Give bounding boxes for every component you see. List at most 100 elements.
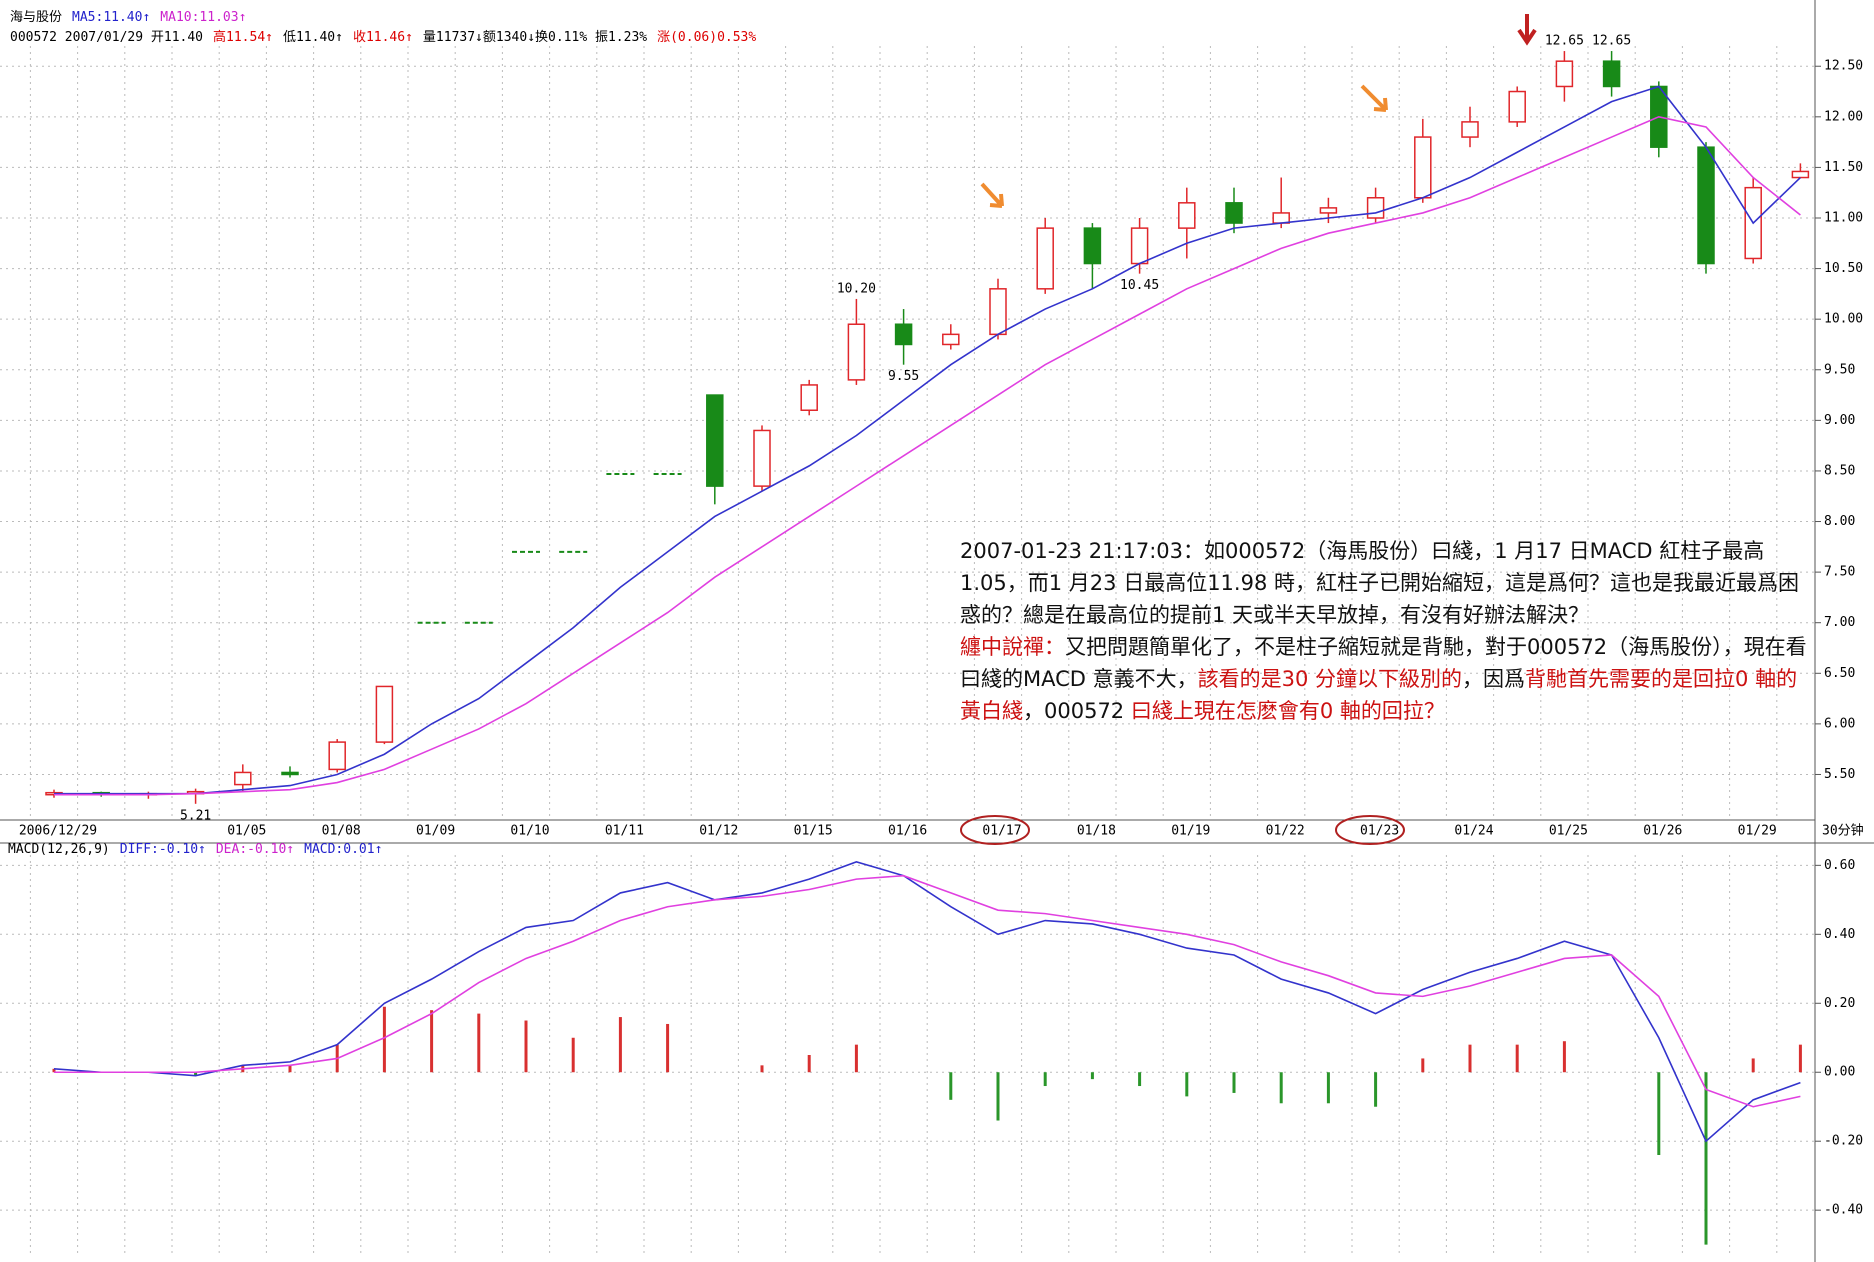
quote-line: 000572 2007/01/29 开11.40 高11.54↑ 低11.40↑ 收1…	[10, 29, 756, 45]
macd-header-part: MACD(12,26,9)	[8, 842, 110, 857]
candle-body	[1083, 227, 1102, 265]
y-tick-label: 0.00	[1824, 1065, 1855, 1080]
candle-body	[281, 771, 299, 776]
candle-body	[753, 429, 771, 487]
x-tick-label: 01/05	[227, 824, 266, 839]
x-tick-label: 01/11	[605, 824, 644, 839]
y-tick-label: 5.50	[1824, 767, 1855, 782]
y-tick-label: 7.00	[1824, 615, 1855, 630]
comment-text: 又把問題簡單化了，不是柱子縮短就是背馳，對于000572（海馬股份），現在看曰綫…	[960, 635, 1807, 691]
comment-text: 纏中說禪：	[960, 635, 1065, 659]
x-tick-label: 01/23	[1360, 824, 1399, 839]
candle-body	[375, 685, 394, 743]
y-tick-label: 11.50	[1824, 160, 1863, 175]
x-tick-label: 01/15	[794, 824, 833, 839]
x-tick-label: 01/16	[888, 824, 927, 839]
x-tick-label: 01/12	[699, 824, 738, 839]
highlight-circle	[1335, 815, 1405, 845]
quote-line-part: 高11.54↑	[213, 29, 273, 45]
x-tick-label: 01/25	[1549, 824, 1588, 839]
quote-line-part: 涨(0.06)0.53%	[657, 30, 756, 45]
candle-body	[1036, 227, 1054, 290]
price-annotation: 10.20	[837, 281, 876, 296]
candle-body	[1555, 60, 1574, 88]
candle-body	[1178, 202, 1196, 229]
candle-body	[942, 333, 960, 346]
comment-text: ，000572	[1023, 699, 1131, 723]
candle-body	[989, 288, 1007, 336]
price-annotation: 10.45	[1120, 278, 1159, 293]
candle-body	[894, 323, 913, 346]
x-tick-label: 01/24	[1454, 824, 1493, 839]
y-tick-label: 12.50	[1824, 59, 1863, 74]
x-tick-label: 01/18	[1077, 824, 1116, 839]
y-tick-label: 9.50	[1824, 362, 1855, 377]
comment-text: 該看的是30 分鐘以下級別的	[1197, 667, 1463, 691]
y-tick-label: 7.50	[1824, 565, 1855, 580]
quote-line-part: 量11737↓额1340↓换0.11% 振1.23%	[423, 30, 647, 45]
x-tick-label: 01/29	[1738, 824, 1777, 839]
arrow	[1360, 84, 1388, 112]
header-line-part: 海与股份	[10, 10, 62, 25]
candle-body	[1225, 202, 1243, 224]
candle-body	[847, 323, 866, 381]
candle-body	[1791, 170, 1810, 179]
price-annotation: 12.65	[1592, 34, 1631, 49]
indicator-line	[54, 85, 1801, 795]
x-tick-label: 01/19	[1171, 824, 1210, 839]
candle-body	[1366, 197, 1385, 219]
x-tick-label: 01/26	[1643, 824, 1682, 839]
y-tick-label: -0.20	[1824, 1134, 1863, 1149]
candle-body	[1272, 212, 1290, 224]
y-tick-label: 8.50	[1824, 463, 1855, 478]
macd-header-part: DIFF:-0.10↑	[120, 842, 206, 857]
price-annotation: 5.21	[180, 808, 211, 823]
arrow	[1517, 14, 1537, 46]
candle-body	[1602, 60, 1621, 88]
x-tick-label: 01/08	[322, 824, 361, 839]
x-tick-label: 01/09	[416, 824, 455, 839]
candle-body	[706, 394, 724, 487]
x-tick-label: 01/10	[510, 824, 549, 839]
macd-header-part: DEA:-0.10↑	[216, 842, 294, 857]
y-tick-label: 9.00	[1824, 413, 1855, 428]
y-tick-label: 6.00	[1824, 716, 1855, 731]
y-tick-label: 0.60	[1824, 858, 1855, 873]
x-tick-label: 01/22	[1266, 824, 1305, 839]
macd-header: MACD(12,26,9) DIFF:-0.10↑ DEA:-0.10↑ MACD:0…	[8, 842, 382, 857]
y-tick-label: -0.40	[1824, 1203, 1863, 1218]
candle-body	[234, 771, 252, 786]
header-line: 海与股份 MA5:11.40↑ MA10:11.03↑	[10, 10, 246, 25]
header-line-part: MA5:11.40↑	[72, 10, 150, 25]
y-tick-label: 12.00	[1824, 109, 1863, 124]
y-tick-label: 10.50	[1824, 261, 1863, 276]
candle-body	[1697, 146, 1715, 265]
candle-body	[1461, 121, 1479, 138]
comment-text: 2007-01-23 21:17:03：如000572（海馬股份）曰綫，1 月1…	[960, 539, 1799, 627]
y-tick-label: 11.00	[1824, 211, 1863, 226]
price-annotation: 9.55	[888, 369, 919, 384]
candle-body	[800, 384, 818, 411]
candle-body	[1319, 207, 1338, 214]
candle-body	[1130, 227, 1149, 265]
candle-body	[328, 741, 346, 771]
y-tick-label: 8.00	[1824, 514, 1855, 529]
comment-text: 背馳首先需要的是回拉0 軸的黃白綫	[960, 667, 1798, 723]
macd-header-part: MACD:0.01↑	[304, 842, 382, 857]
period-label: 30分钟	[1822, 823, 1864, 839]
indicator-line	[53, 861, 1801, 1143]
y-tick-label: 10.00	[1824, 312, 1863, 327]
quote-line-part: 低11.40↑	[283, 30, 343, 45]
comment-text: ，因爲	[1462, 667, 1526, 691]
price-annotation: 12.65	[1545, 34, 1584, 49]
x-tick-label: 2006/12/29	[19, 824, 97, 839]
comment: 2007-01-23 21:17:03：如000572（海馬股份）曰綫，1 月1…	[960, 535, 1810, 727]
y-tick-label: 0.40	[1824, 927, 1855, 942]
highlight-circle	[960, 815, 1030, 845]
quote-line-part: 收11.46↑	[353, 30, 413, 45]
candle-body	[1414, 136, 1432, 199]
indicator-line	[54, 115, 1801, 796]
header-line-part: MA10:11.03↑	[160, 10, 246, 25]
